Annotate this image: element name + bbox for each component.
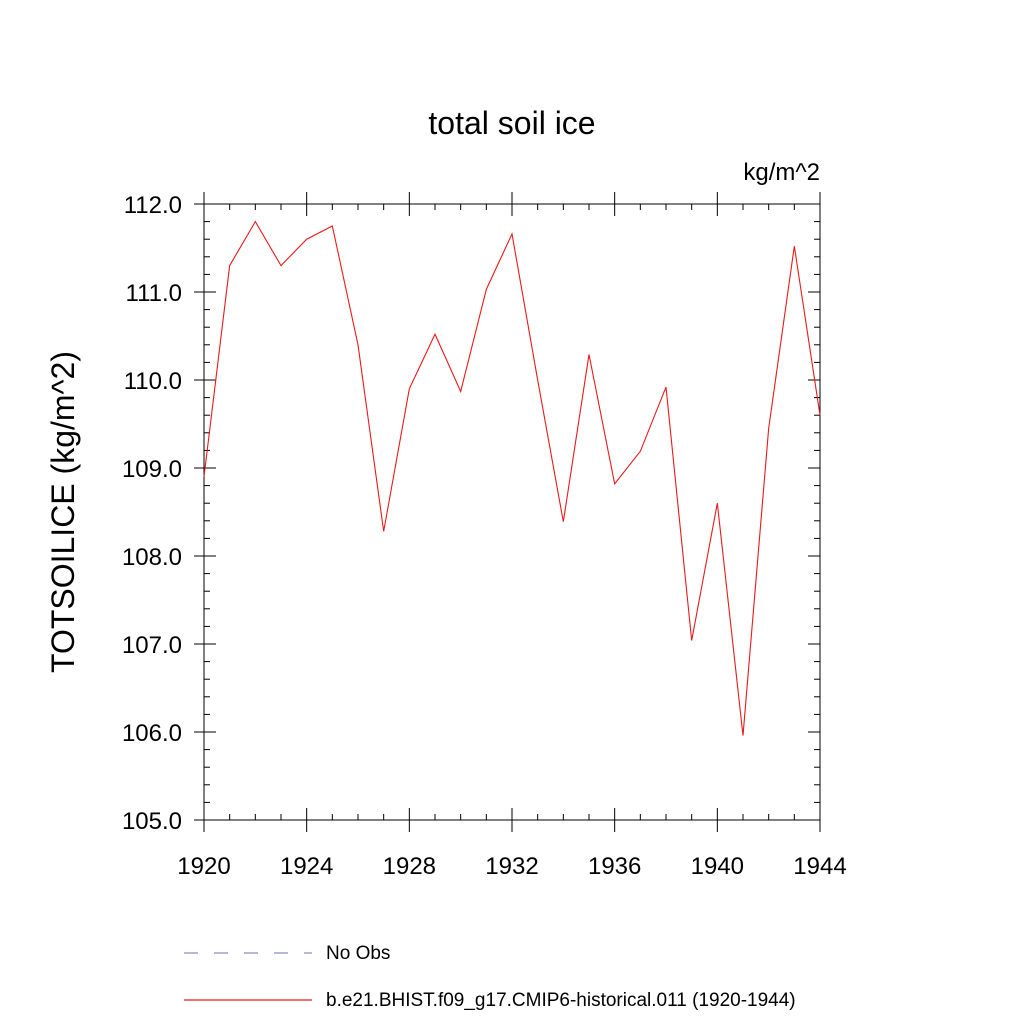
x-tick-label: 1920 [177,853,230,880]
x-tick-label: 1940 [691,853,744,880]
x-tick-label: 1924 [280,853,333,880]
y-axis-label: TOTSOILICE (kg/m^2) [45,351,81,673]
y-tick-label: 109.0 [122,456,182,483]
y-axis: 105.0 106.0 107.0 108.0 109.0 110.0 111.0 112.0 [122,192,820,835]
x-tick-label: 1944 [793,853,846,880]
x-tick-label: 1932 [485,853,538,880]
y-tick-label: 112.0 [124,192,182,219]
legend-label-historical: b.e21.BHIST.f09_g17.CMIP6-historical.011… [326,990,796,1011]
chart-title: total soil ice [428,105,595,141]
series-line-0 [203,220,821,736]
units-label: kg/m^2 [743,159,820,186]
y-tick-label: 105.0 [122,808,182,835]
y-tick-label: 108.0 [122,544,182,571]
plot-frame [203,203,821,821]
y-tick-label: 111.0 [126,280,183,307]
x-tick-label: 1936 [588,853,641,880]
y-tick-label: 106.0 [122,720,182,747]
legend: No Obs b.e21.BHIST.f09_g17.CMIP6-histori… [184,943,796,1011]
x-tick-label: 1928 [383,853,436,880]
x-axis: 1920 1924 1928 1932 1936 1940 1944 [177,192,847,880]
series-layer [203,220,821,736]
legend-label-no-obs: No Obs [326,943,390,964]
y-tick-label: 107.0 [122,632,182,659]
y-tick-label: 110.0 [124,368,182,395]
